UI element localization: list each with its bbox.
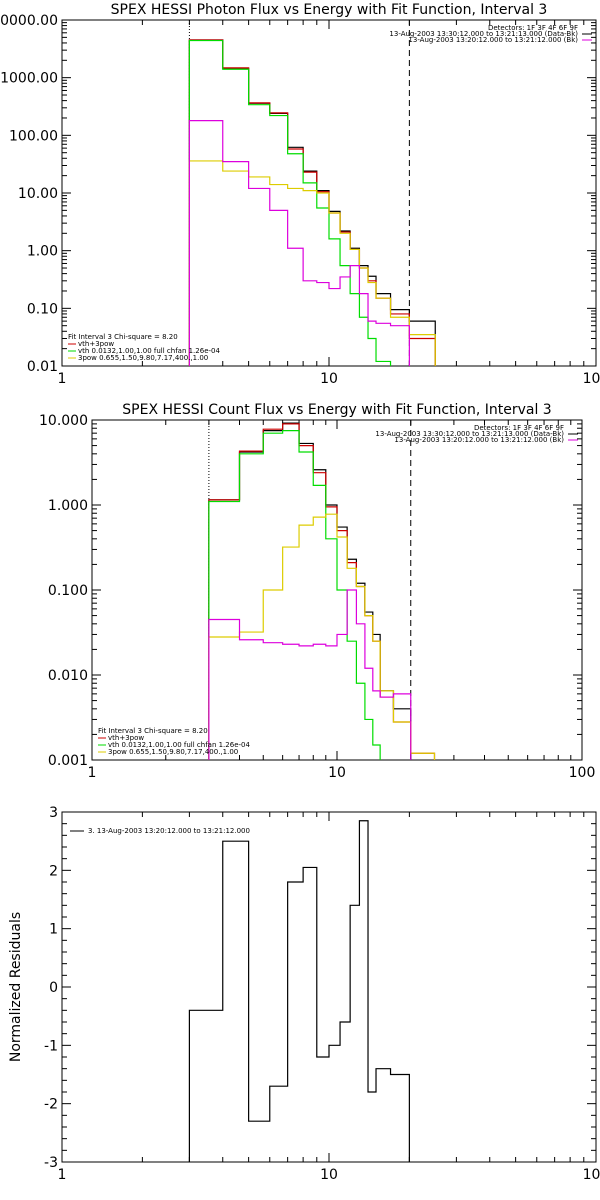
y-tick-label: 0 [49, 980, 58, 996]
series-line-3 [188, 39, 392, 366]
y-tick-label: 1.000 [48, 498, 88, 514]
series-line-5 [188, 120, 410, 366]
y-tick-label: 10000.00 [0, 13, 58, 29]
series-line-2 [188, 39, 436, 366]
y-tick-label: -3 [44, 1155, 58, 1171]
x-tick-label: 1 [58, 1167, 67, 1183]
y-tick-label: 100.00 [9, 128, 58, 144]
y-axis-label: Normalized Residuals [8, 912, 24, 1062]
x-tick-label: 10 [328, 765, 346, 781]
series-line-3 [208, 430, 381, 760]
legend-entry: Fit Interval 3 Chi-square = 8.20 [98, 727, 208, 735]
series-line-2 [208, 423, 436, 760]
legend-entry: 13-Aug-2003 13:30:12.000 to 13:21:13.000… [375, 430, 564, 438]
y-tick-label: 2 [49, 863, 58, 879]
y-tick-label: 1000.00 [0, 71, 58, 87]
y-tick-label: 0.010 [48, 668, 88, 684]
legend-entry: Detectors: 1F 3F 4F 6F 9F [474, 424, 564, 432]
legend-entry: Fit Interval 3 Chi-square = 8.20 [68, 333, 178, 341]
x-tick-label: 1 [88, 765, 97, 781]
chart-panel-3: Normalized Residuals 1 10 100 -3 -2 -1 0 1 2 3 3. 1… [8, 805, 600, 1183]
legend-entry: 13-Aug-2003 13:20:12.000 to 13:21:12.000… [408, 36, 578, 44]
series-line-5 [208, 589, 412, 760]
y-tick-label: -1 [44, 1038, 58, 1054]
y-tick-label: 0.100 [48, 583, 88, 599]
legend-entry: 3. 13-Aug-2003 13:20:12.000 to 13:21:12.… [88, 827, 250, 835]
series-line-4 [188, 160, 436, 366]
legend-entry: vth 0.0132,1.00,1.00 full chfan 1.26e-04 [78, 347, 220, 355]
chart-title: SPEX HESSI Photon Flux vs Energy with Fi… [111, 2, 548, 18]
legend-entry: 13-Aug-2003 13:20:12.000 to 13:21:12.000… [394, 436, 564, 444]
y-tick-label: 0.001 [48, 753, 88, 769]
legend-entry: vth+3pow [78, 340, 114, 348]
y-tick-label: -2 [44, 1097, 58, 1113]
y-tick-label: 10.00 [18, 186, 58, 202]
x-tick-label: 100 [569, 765, 596, 781]
chart-title: SPEX HESSI Count Flux vs Energy with Fit… [122, 402, 551, 418]
y-tick-label: 1 [49, 922, 58, 938]
y-tick-label: 10.000 [39, 413, 88, 429]
legend-entry: vth+3pow [108, 734, 144, 742]
y-tick-label: 0.01 [27, 359, 58, 375]
chart-panel-2: SPEX HESSI Count Flux vs Energy with Fit… [39, 402, 596, 781]
legend-entry: 3pow 0.655,1.50,9.80,7.17,400.,1.00 [78, 354, 208, 362]
y-tick-label: 1.00 [27, 244, 58, 260]
legend-entry: Detectors: 1F 3F 4F 6F 9F [488, 24, 578, 32]
x-tick-label: 1 [58, 371, 67, 387]
y-tick-label: 0.10 [27, 301, 58, 317]
x-tick-label: 10 [320, 1167, 338, 1183]
series-line-1 [188, 39, 436, 366]
series-line-1 [188, 820, 410, 1162]
plot-frame [61, 811, 597, 1163]
series-line-1 [208, 422, 412, 760]
legend-entry: 13-Aug-2003 13:30:12.000 to 13:21:13.000… [389, 30, 578, 38]
legend-entry: 3pow 0.655,1.50,9.80,7.17,400.,1.00 [108, 748, 238, 756]
y-tick-label: 3 [49, 805, 58, 821]
legend-entry: vth 0.0132,1.00,1.00 full chfan 1.26e-04 [108, 741, 250, 749]
x-tick-label: 10 [320, 371, 338, 387]
x-tick-label: 100 [583, 371, 600, 387]
x-tick-label: 100 [583, 1167, 600, 1183]
series-line-4 [208, 513, 436, 760]
chart-panel-1: SPEX HESSI Photon Flux vs Energy with Fi… [0, 2, 600, 387]
